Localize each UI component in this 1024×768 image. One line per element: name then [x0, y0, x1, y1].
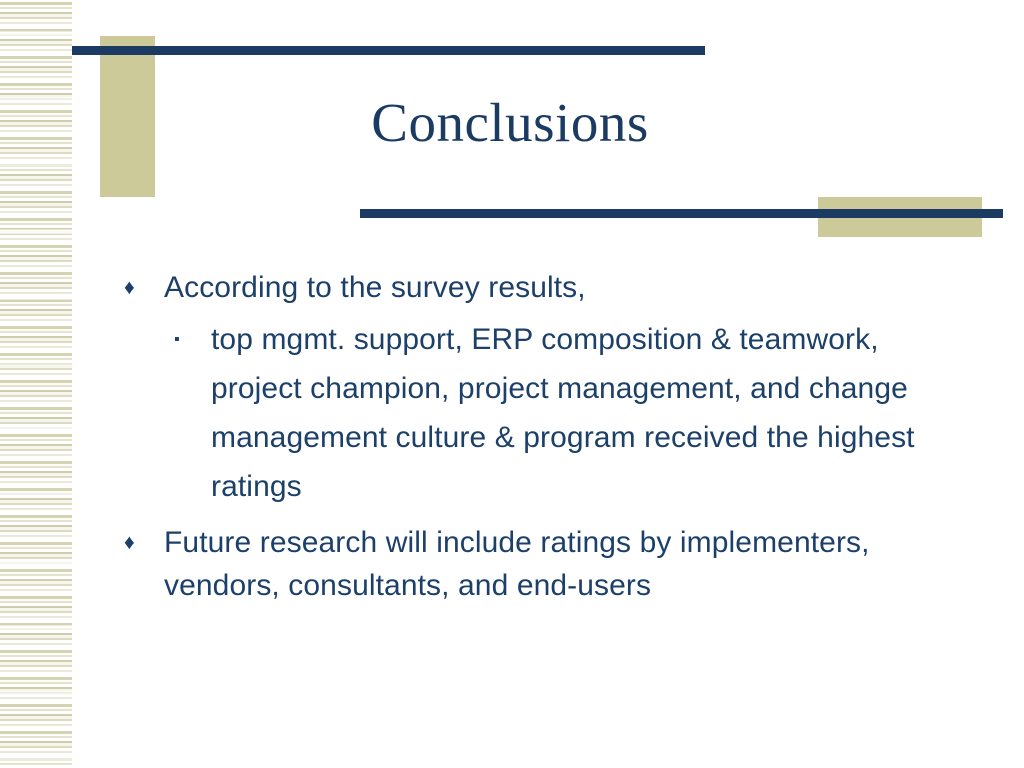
bullet-item-level1: ♦ According to the survey results,	[122, 266, 952, 309]
decorative-tan-block-left	[100, 36, 155, 197]
diamond-bullet-icon: ♦	[124, 276, 135, 299]
bullet-text: top mgmt. support, ERP composition & tea…	[211, 323, 915, 503]
slide-title: Conclusions	[371, 92, 649, 153]
bullet-item-level1: ♦ Future research will include ratings b…	[122, 521, 952, 607]
bullet-text: According to the survey results,	[164, 271, 586, 304]
square-bullet-icon: ▪	[174, 331, 180, 348]
decorative-navy-bar-bottom	[360, 209, 1003, 218]
diamond-bullet-icon: ♦	[124, 531, 135, 554]
sub-bullet-group: ▪ top mgmt. support, ERP composition & t…	[122, 315, 952, 511]
decorative-stripe-band	[0, 0, 72, 768]
bullet-text: Future research will include ratings by …	[164, 526, 870, 602]
bullet-item-level2: ▪ top mgmt. support, ERP composition & t…	[172, 315, 952, 511]
slide-body: ♦ According to the survey results, ▪ top…	[122, 266, 952, 613]
decorative-navy-bar-top	[72, 46, 705, 55]
